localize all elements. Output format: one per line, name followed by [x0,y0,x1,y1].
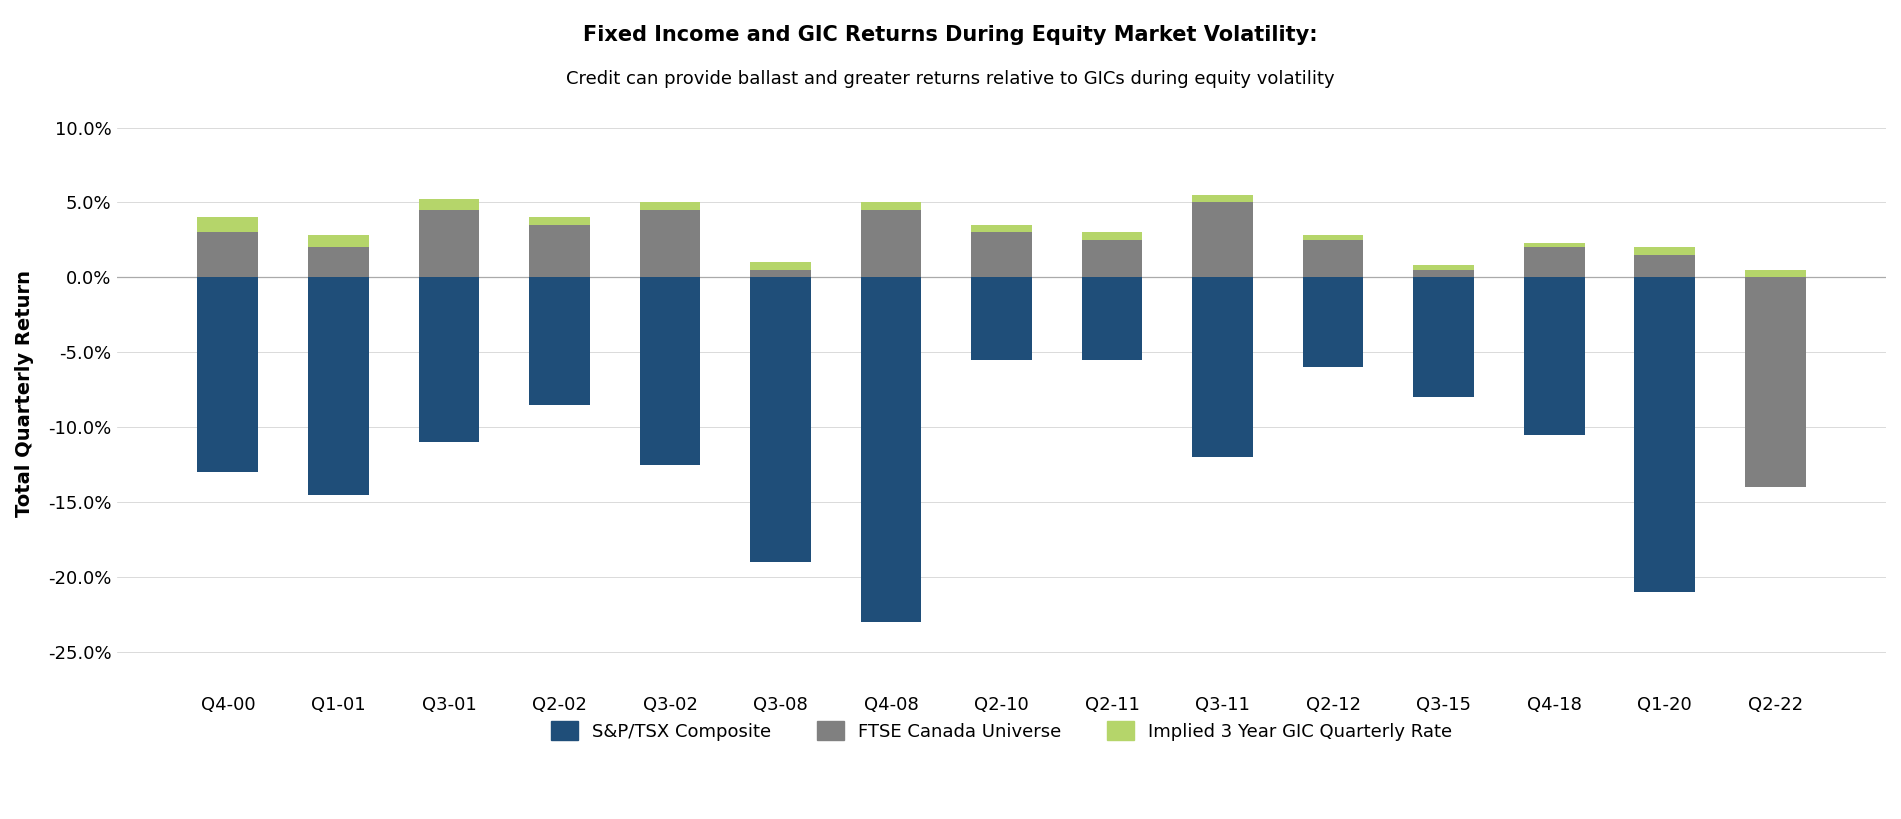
Bar [861,202,922,210]
Bar [418,210,479,278]
Bar [1745,278,1806,285]
Bar [1525,278,1585,435]
Bar [751,270,812,278]
Bar [1082,278,1143,360]
Bar [418,278,479,442]
Bar [1192,278,1253,457]
Bar [528,218,589,225]
Bar [1635,255,1696,278]
Legend: S&P/TSX Composite, FTSE Canada Universe, Implied 3 Year GIC Quarterly Rate: S&P/TSX Composite, FTSE Canada Universe,… [544,714,1460,748]
Bar [751,262,812,270]
Bar [639,210,700,278]
Bar [1635,278,1696,592]
Bar [1525,247,1585,278]
Bar [308,278,369,495]
Bar [1082,233,1143,240]
Bar [1745,278,1806,487]
Bar [971,233,1032,278]
Bar [1412,270,1473,278]
Bar [1302,240,1363,278]
Bar [198,233,259,278]
Bar [971,278,1032,360]
Bar [1635,247,1696,255]
Bar [1302,278,1363,367]
Bar [1525,243,1585,247]
Bar [528,225,589,278]
Bar [639,278,700,464]
Text: Credit can provide ballast and greater returns relative to GICs during equity vo: Credit can provide ballast and greater r… [566,70,1335,88]
Bar [1412,278,1473,397]
Bar [308,247,369,278]
Bar [1082,240,1143,278]
Text: Fixed Income and GIC Returns During Equity Market Volatility:: Fixed Income and GIC Returns During Equi… [584,25,1317,44]
Bar [528,278,589,405]
Bar [1302,235,1363,240]
Bar [971,225,1032,233]
Bar [1412,265,1473,270]
Bar [308,235,369,247]
Y-axis label: Total Quarterly Return: Total Quarterly Return [15,270,34,517]
Bar [1745,270,1806,278]
Bar [861,210,922,278]
Bar [1192,195,1253,202]
Bar [639,202,700,210]
Bar [1192,202,1253,278]
Bar [418,200,479,210]
Bar [751,278,812,562]
Bar [198,278,259,473]
Bar [198,218,259,233]
Bar [861,278,922,622]
